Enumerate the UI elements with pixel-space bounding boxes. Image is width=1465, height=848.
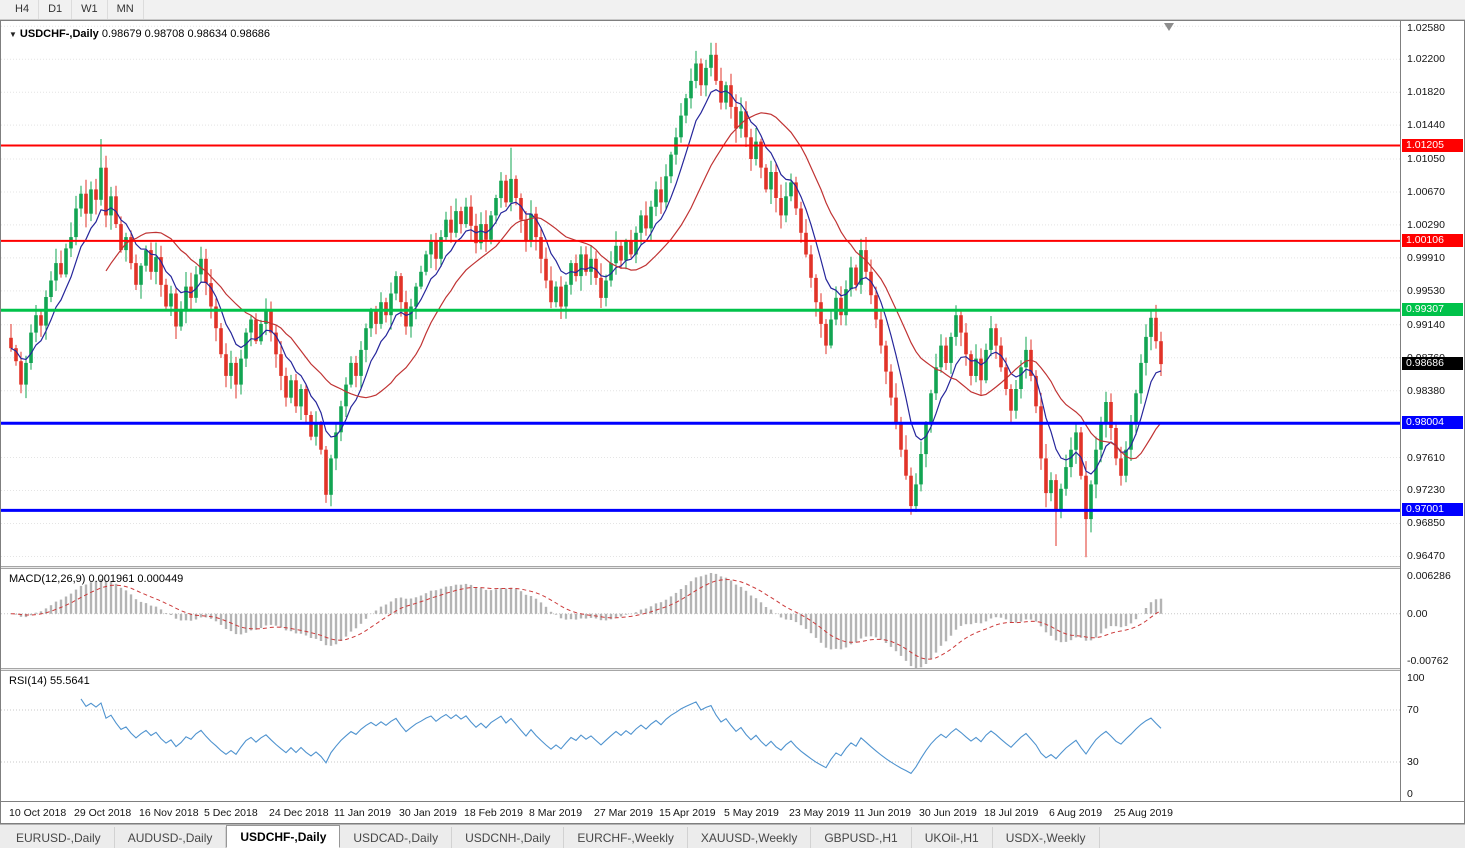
date-label: 27 Mar 2019	[594, 807, 653, 819]
price-tick-label: 0.99140	[1407, 318, 1445, 331]
chart-window: ▼ USDCHF-,Daily 0.98679 0.98708 0.98634 0…	[0, 20, 1465, 824]
macd-tick-label: 0.006286	[1407, 570, 1451, 582]
price-tick-label: 1.00290	[1407, 218, 1445, 231]
rsi-name-label: RSI(14)	[9, 675, 47, 687]
chart-tab-usdcad[interactable]: USDCAD-,Daily	[340, 827, 453, 848]
timeframe-button-w1[interactable]: W1	[72, 0, 108, 19]
price-tick-label: 0.97230	[1407, 484, 1445, 497]
rsi-tick-label: 30	[1407, 756, 1419, 768]
chart-tab-eurusd[interactable]: EURUSD-,Daily	[3, 827, 115, 848]
pane-splitter[interactable]	[1, 566, 1464, 569]
price-tick-label: 0.99530	[1407, 284, 1445, 297]
macd-values-label: 0.001961 0.000449	[88, 573, 184, 585]
main-chart-pane[interactable]	[1, 21, 1400, 566]
chart-symbol-label: USDCHF-,Daily	[19, 28, 99, 40]
date-label: 23 May 2019	[789, 807, 850, 819]
rsi-pane[interactable]	[1, 671, 1400, 801]
rsi-value-label: 55.5641	[49, 675, 90, 687]
price-tick-label: 1.01820	[1407, 86, 1445, 99]
date-label: 11 Jan 2019	[334, 807, 392, 819]
date-label: 16 Nov 2018	[139, 807, 199, 819]
hline-price-badge: 0.99307	[1402, 303, 1463, 317]
timeframe-button-mn[interactable]: MN	[108, 0, 144, 19]
collapse-arrow-icon[interactable]: ▼	[9, 30, 17, 39]
rsi-indicator-label: RSI(14) 55.5641	[9, 675, 90, 687]
timeframe-toolbar: H4 D1 W1 MN	[0, 0, 1465, 20]
macd-name-label: MACD(12,26,9)	[9, 573, 86, 585]
date-label: 30 Jun 2019	[919, 807, 977, 819]
date-label: 6 Aug 2019	[1049, 807, 1103, 819]
rsi-tick-label: 100	[1407, 672, 1425, 684]
price-tick-label: 1.02580	[1407, 22, 1445, 34]
price-tick-label: 1.01440	[1407, 119, 1445, 132]
price-scale[interactable]: 1.02580 1.02200 1.01820 1.01440 1.01050 1.006…	[1400, 21, 1464, 801]
chart-tab-xauusd[interactable]: XAUUSD-,Weekly	[688, 827, 812, 848]
date-label: 18 Feb 2019	[464, 807, 523, 819]
chart-tab-gbpusd[interactable]: GBPUSD-,H1	[811, 827, 912, 848]
date-label: 15 Apr 2019	[659, 807, 716, 819]
pane-splitter[interactable]	[1, 668, 1464, 671]
date-label: 8 Mar 2019	[529, 807, 583, 819]
rsi-tick-label: 70	[1407, 704, 1419, 716]
date-label: 10 Oct 2018	[9, 807, 67, 819]
macd-indicator-label: MACD(12,26,9) 0.001961 0.000449	[9, 573, 183, 585]
hline-price-badge: 0.98004	[1402, 416, 1463, 430]
price-tick-label: 1.01050	[1407, 152, 1445, 165]
date-label: 5 Dec 2018	[204, 807, 258, 819]
timeframe-button-h4[interactable]: H4	[6, 0, 40, 19]
date-label: 25 Aug 2019	[1114, 807, 1173, 819]
price-tick-label: 1.02200	[1407, 53, 1445, 66]
chart-tab-bar: EURUSD-,Daily AUDUSD-,Daily USDCHF-,Daily U…	[0, 824, 1465, 848]
hline-price-badge: 0.97001	[1402, 503, 1463, 517]
chart-tab-usdx[interactable]: USDX-,Weekly	[993, 827, 1100, 848]
chart-tab-audusd[interactable]: AUDUSD-,Daily	[115, 827, 227, 848]
price-tick-label: 0.96470	[1407, 550, 1445, 563]
date-label: 18 Jul 2019	[984, 807, 1039, 819]
macd-tick-label: -0.00762	[1407, 655, 1449, 667]
chart-shift-marker-icon[interactable]	[1164, 23, 1174, 31]
date-label: 29 Oct 2018	[74, 807, 132, 819]
price-tick-label: 0.96850	[1407, 517, 1445, 530]
macd-pane[interactable]	[1, 569, 1400, 668]
macd-tick-label: 0.00	[1407, 607, 1428, 620]
chart-tab-ukoil[interactable]: UKOil-,H1	[912, 827, 993, 848]
date-label: 24 Dec 2018	[269, 807, 329, 819]
time-scale[interactable]: 10 Oct 2018 29 Oct 2018 16 Nov 2018 5 Dec 2…	[1, 801, 1464, 823]
current-price-badge: 0.98686	[1402, 357, 1463, 371]
date-label: 11 Jun 2019	[854, 807, 912, 819]
chart-tab-usdcnh[interactable]: USDCNH-,Daily	[452, 827, 565, 848]
date-label: 5 May 2019	[724, 807, 779, 819]
chart-title: ▼ USDCHF-,Daily 0.98679 0.98708 0.98634 0…	[9, 28, 270, 40]
chart-tab-usdchf[interactable]: USDCHF-,Daily	[226, 825, 341, 848]
price-tick-label: 1.00670	[1407, 185, 1445, 198]
hline-price-badge: 1.01205	[1402, 138, 1463, 152]
timeframe-button-d1[interactable]: D1	[39, 0, 73, 19]
date-label: 30 Jan 2019	[399, 807, 457, 819]
chart-tab-eurchf[interactable]: EURCHF-,Weekly	[564, 827, 688, 848]
price-tick-label: 0.98380	[1407, 384, 1445, 397]
rsi-tick-label: 0	[1407, 788, 1413, 800]
price-tick-label: 0.99910	[1407, 251, 1445, 264]
price-tick-label: 0.97610	[1407, 451, 1445, 464]
hline-price-badge: 1.00106	[1402, 233, 1463, 247]
chart-ohlc-label: 0.98679 0.98708 0.98634 0.98686	[101, 28, 271, 40]
